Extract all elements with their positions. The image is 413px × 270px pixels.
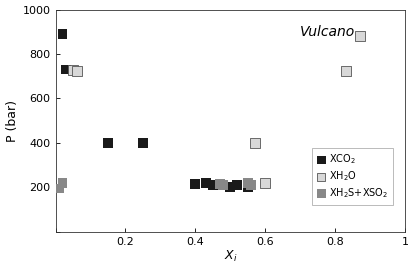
XCO$_2$ [209,183,216,187]
XCO$_2$ [226,185,233,190]
XH$_2$S+XSO$_2$ [247,183,254,187]
XCO$_2$ [104,141,111,145]
Y-axis label: P (bar): P (bar) [5,100,19,142]
XCO$_2$ [139,141,146,145]
XH$_2$S+XSO$_2$ [244,181,250,185]
XCO$_2$ [63,68,69,72]
XCO$_2$ [233,183,240,187]
X-axis label: $X_i$: $X_i$ [223,249,236,264]
XCO$_2$ [63,68,69,72]
XH$_2$S+XSO$_2$ [219,183,226,187]
XH$_2$O [261,181,268,185]
XH$_2$O [69,68,76,72]
XH$_2$O [342,69,348,73]
XH$_2$S+XSO$_2$ [59,181,66,185]
Text: Vulcano: Vulcano [299,25,354,39]
XCO$_2$ [202,181,209,185]
XCO$_2$ [192,182,198,186]
XCO$_2$ [244,185,250,190]
XH$_2$S+XSO$_2$ [56,186,62,191]
Legend: XCO$_2$, XH$_2$O, XH$_2$S+XSO$_2$: XCO$_2$, XH$_2$O, XH$_2$S+XSO$_2$ [312,148,392,205]
XH$_2$O [251,141,257,145]
XCO$_2$ [59,32,66,36]
XH$_2$S+XSO$_2$ [59,181,66,185]
XH$_2$O [73,69,80,73]
XH$_2$O [355,34,362,38]
XH$_2$S+XSO$_2$ [216,182,223,186]
